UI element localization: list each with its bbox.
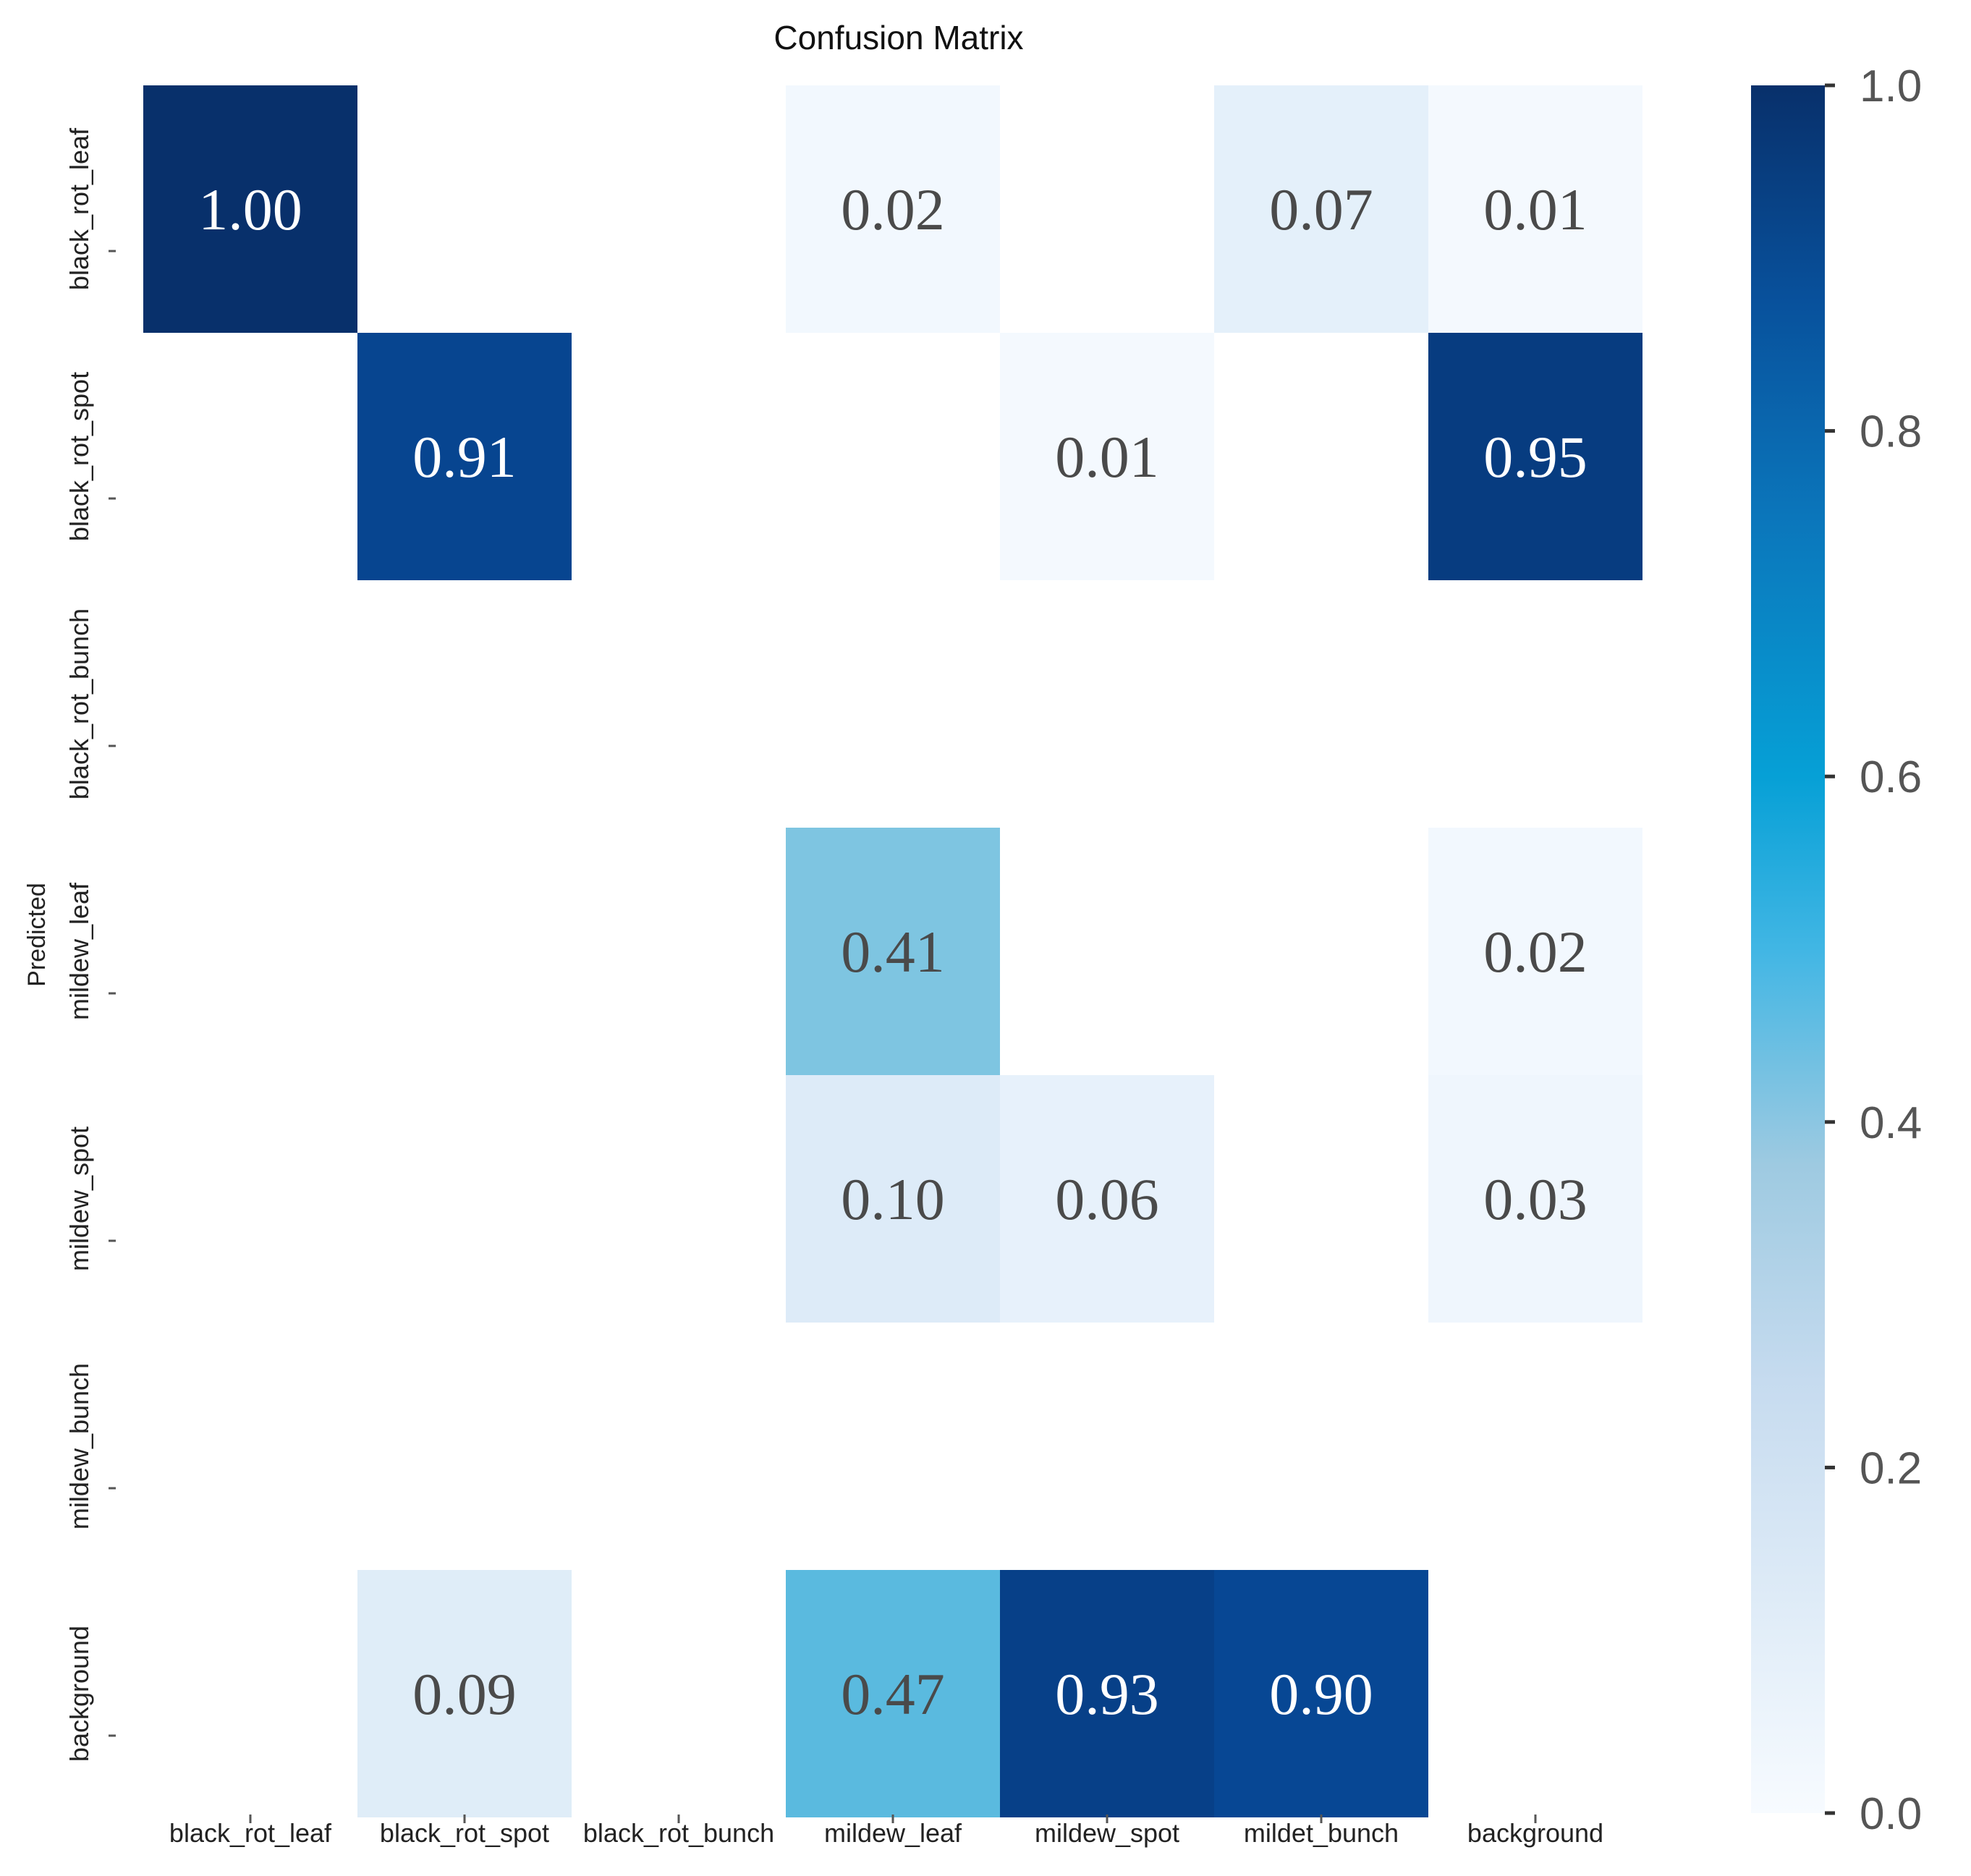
- colorbar-gradient: [1751, 85, 1825, 1813]
- colorbar-ticks: 0.0 0.2 0.4 0.6 0.8 1.0: [1825, 61, 1922, 1839]
- column-label: mildew_leaf: [824, 1818, 962, 1848]
- cell-value-label: 0.01: [1055, 424, 1159, 490]
- heatmap-cell: [357, 1570, 572, 1817]
- heatmap-cell: [1428, 828, 1642, 1075]
- heatmap-cell: [1214, 1570, 1428, 1817]
- column-label: black_rot_bunch: [583, 1818, 774, 1848]
- row-labels: black_rot_leaf black_rot_spot black_rot_bu…: [64, 127, 116, 1762]
- column-label: background: [1467, 1818, 1603, 1848]
- row-label: black_rot_spot: [64, 372, 94, 541]
- colorbar-tick-label: 0.0: [1860, 1789, 1922, 1839]
- column-label: mildew_spot: [1035, 1818, 1179, 1848]
- heatmap-cell: [357, 333, 572, 580]
- cell-value-label: 0.09: [412, 1661, 517, 1727]
- heatmap-cell: [1000, 1075, 1214, 1323]
- chart-title: Confusion Matrix: [773, 19, 1023, 56]
- cell-value-label: 0.90: [1269, 1661, 1373, 1727]
- heatmap-cells: 1.00 0.02 0.07 0.01 0.91 0.01 0.95 0.41 0.02 0.10…: [143, 85, 1642, 1817]
- heatmap-cell: [786, 828, 1000, 1075]
- cell-value-label: 0.10: [841, 1166, 945, 1232]
- y-axis-title: Predicted: [23, 883, 51, 987]
- colorbar-tick-label: 0.6: [1860, 752, 1922, 802]
- colorbar-tick-label: 1.0: [1860, 61, 1922, 111]
- cell-value-label: 0.47: [841, 1661, 945, 1727]
- heatmap-cell: [1428, 333, 1642, 580]
- cell-value-label: 0.02: [1483, 919, 1588, 985]
- column-label: black_rot_leaf: [169, 1818, 332, 1848]
- cell-value-label: 0.02: [841, 177, 945, 242]
- row-label: black_rot_leaf: [64, 127, 94, 290]
- cell-value-label: 0.03: [1483, 1166, 1588, 1232]
- colorbar: 0.0 0.2 0.4 0.6 0.8 1.0: [1751, 61, 1922, 1839]
- cell-value-label: 0.95: [1483, 424, 1588, 490]
- cell-value-label: 0.06: [1055, 1166, 1159, 1232]
- row-label: background: [64, 1626, 94, 1762]
- heatmap-cell: [143, 85, 357, 333]
- column-label: black_rot_spot: [380, 1818, 549, 1848]
- row-label: mildew_spot: [64, 1126, 94, 1271]
- heatmap-cell: [1000, 333, 1214, 580]
- column-labels: black_rot_leaf black_rot_spot black_rot_bu…: [169, 1815, 1603, 1848]
- column-label: mildet_bunch: [1244, 1818, 1399, 1848]
- heatmap-cell: [1428, 1075, 1642, 1323]
- heatmap-cell: [1214, 85, 1428, 333]
- heatmap-cell: [1428, 85, 1642, 333]
- cell-value-label: 0.07: [1269, 177, 1373, 242]
- heatmap-cell: [786, 1570, 1000, 1817]
- row-label: mildew_bunch: [64, 1363, 94, 1529]
- colorbar-tick-label: 0.2: [1860, 1443, 1922, 1493]
- row-label: black_rot_bunch: [64, 608, 94, 799]
- colorbar-tick-label: 0.4: [1860, 1098, 1922, 1148]
- row-label: mildew_leaf: [64, 882, 94, 1020]
- cell-value-label: 0.93: [1055, 1661, 1159, 1727]
- heatmap-cell: [1000, 1570, 1214, 1817]
- colorbar-tick-label: 0.8: [1860, 407, 1922, 457]
- cell-value-label: 0.01: [1483, 177, 1588, 242]
- cell-value-label: 0.41: [841, 919, 945, 985]
- cell-value-label: 1.00: [198, 177, 302, 242]
- heatmap-cell: [786, 1075, 1000, 1323]
- heatmap-cell: [786, 85, 1000, 333]
- cell-value-label: 0.91: [412, 424, 517, 490]
